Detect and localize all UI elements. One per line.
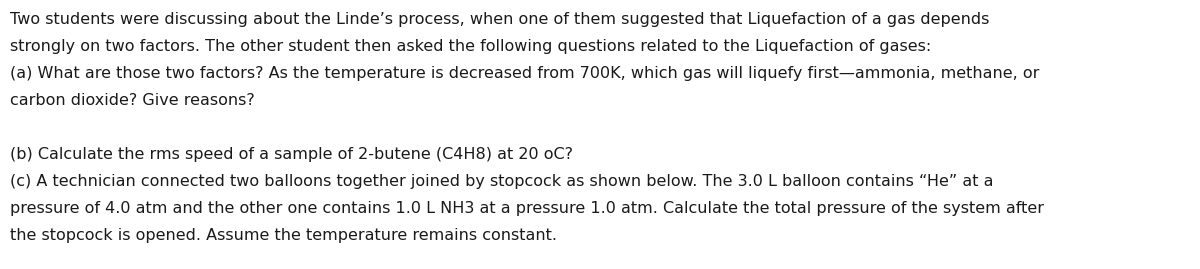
Text: the stopcock is opened. Assume the temperature remains constant.: the stopcock is opened. Assume the tempe…	[10, 228, 557, 243]
Text: (b) Calculate the rms speed of a sample of 2-butene (C4H8) at 20 oC?: (b) Calculate the rms speed of a sample …	[10, 147, 574, 162]
Text: (a) What are those two factors? As the temperature is decreased from 700K, which: (a) What are those two factors? As the t…	[10, 66, 1039, 81]
Text: Two students were discussing about the Linde’s process, when one of them suggest: Two students were discussing about the L…	[10, 12, 989, 27]
Text: carbon dioxide? Give reasons?: carbon dioxide? Give reasons?	[10, 93, 254, 108]
Text: strongly on two factors. The other student then asked the following questions re: strongly on two factors. The other stude…	[10, 39, 931, 54]
Text: pressure of 4.0 atm and the other one contains 1.0 L NH3 at a pressure 1.0 atm. : pressure of 4.0 atm and the other one co…	[10, 201, 1044, 216]
Text: (c) A technician connected two balloons together joined by stopcock as shown bel: (c) A technician connected two balloons …	[10, 174, 994, 189]
